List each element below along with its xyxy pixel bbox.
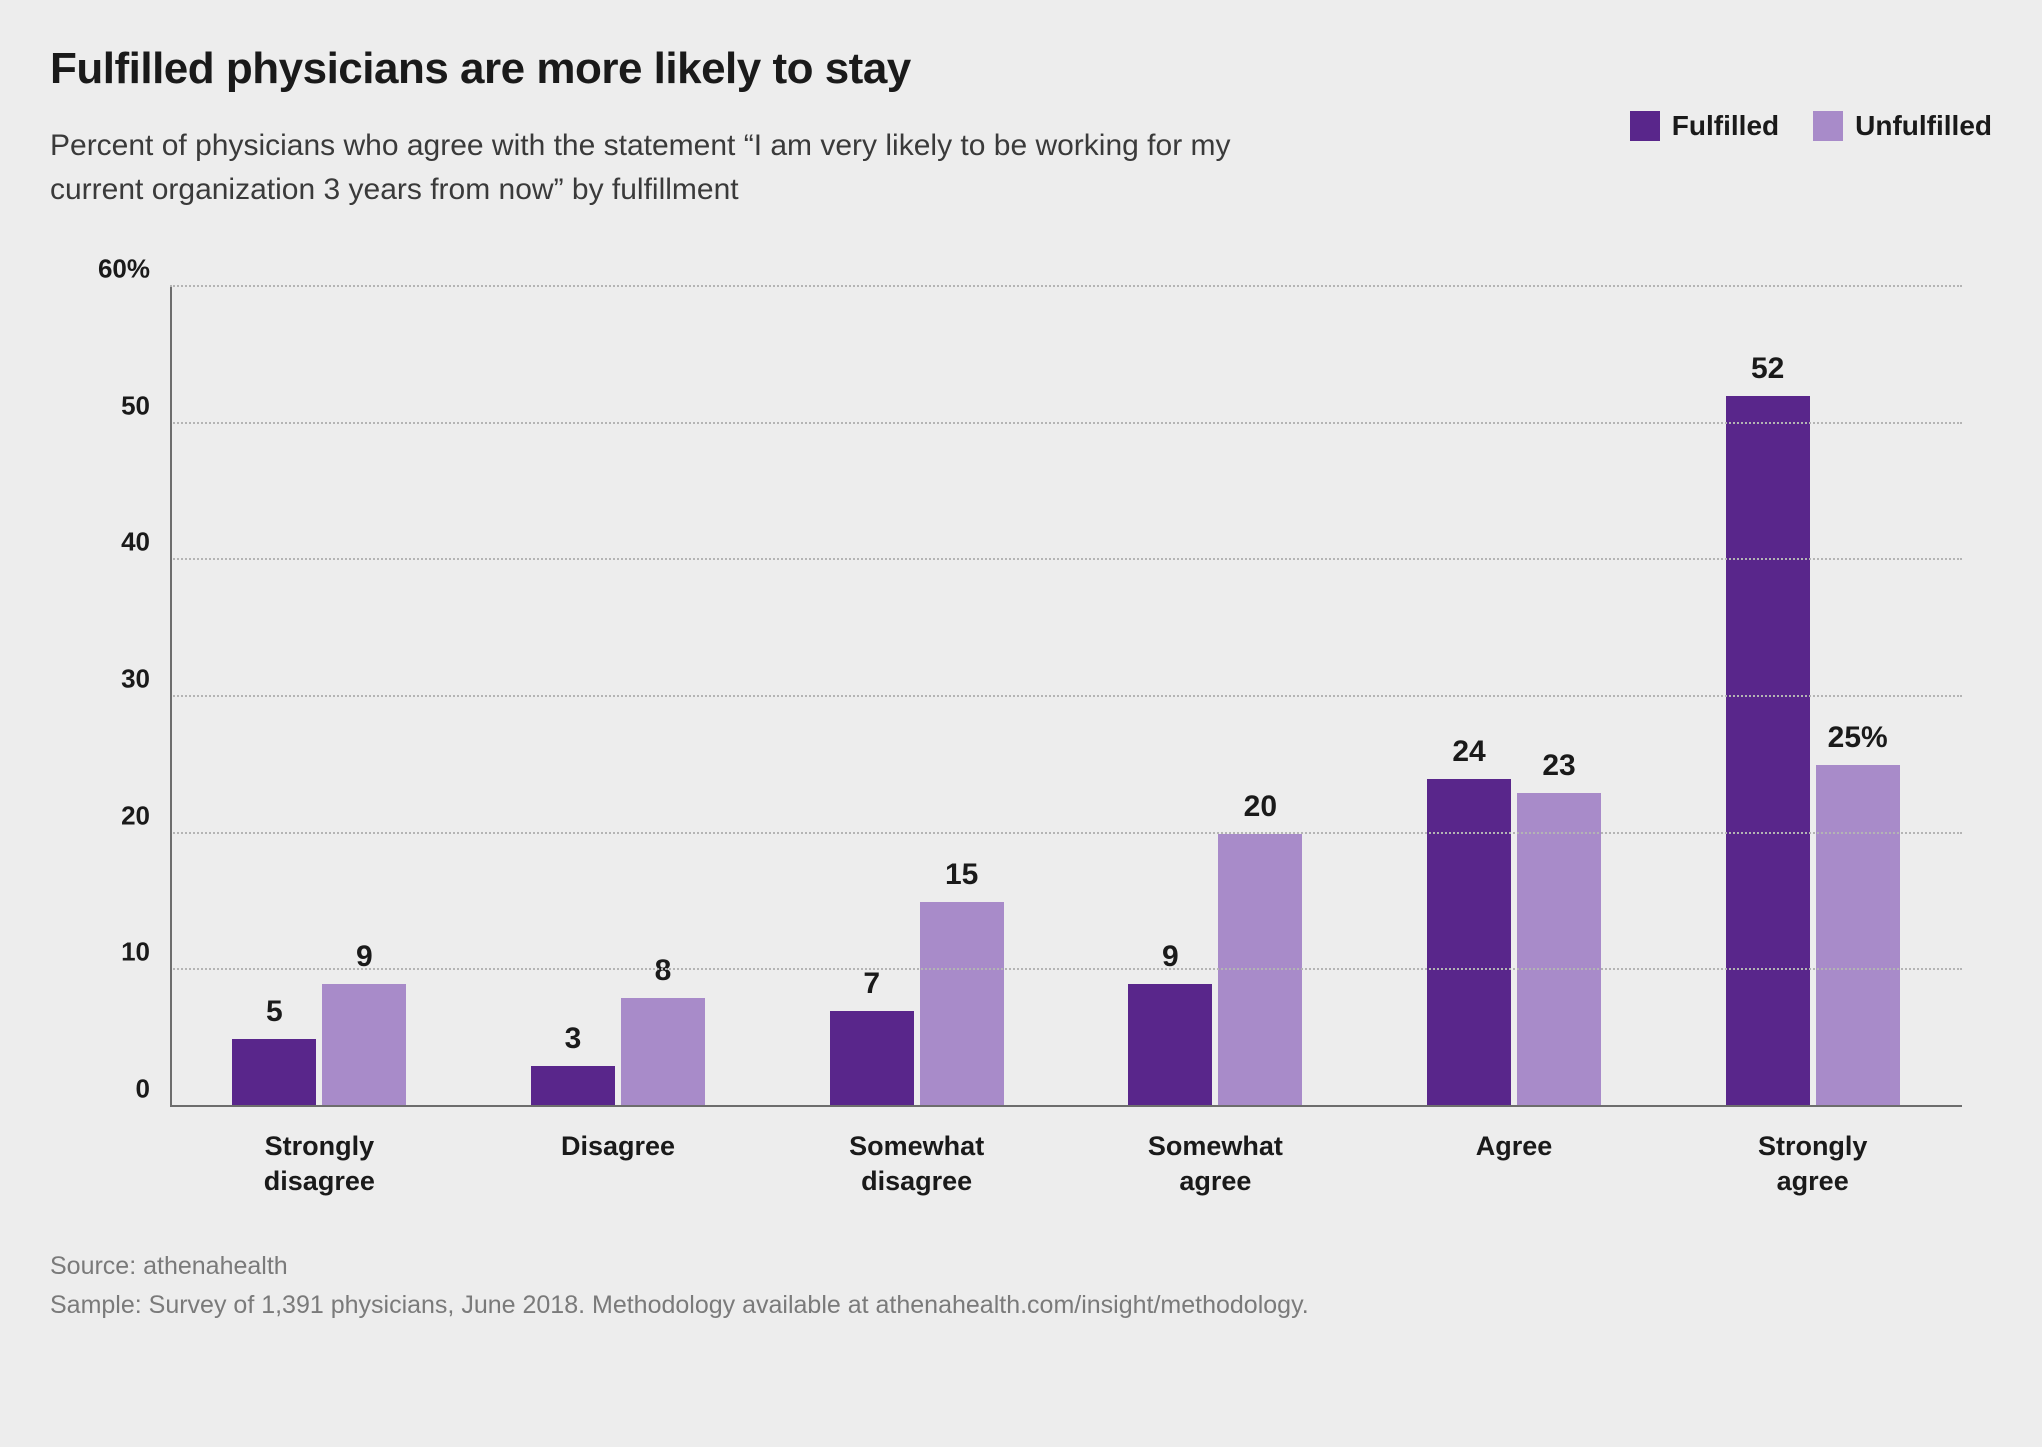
y-tick-label: 60% bbox=[98, 254, 170, 285]
x-axis-label: Somewhat agree bbox=[1066, 1129, 1365, 1199]
chart-subtitle: Percent of physicians who agree with the… bbox=[50, 124, 1270, 211]
bar-group: 5225% bbox=[1663, 287, 1962, 1107]
legend-item: Unfulfilled bbox=[1813, 110, 1992, 142]
bar-value-label: 9 bbox=[356, 940, 373, 984]
bar: 7 bbox=[830, 1011, 914, 1107]
y-tick-label: 20 bbox=[121, 800, 170, 831]
x-axis-label: Disagree bbox=[469, 1129, 768, 1199]
bar-group: 38 bbox=[469, 287, 768, 1107]
legend-swatch bbox=[1630, 111, 1660, 141]
bar: 52 bbox=[1726, 396, 1810, 1107]
x-axis-line bbox=[170, 1105, 1962, 1107]
chart-footer: Source: athenahealth Sample: Survey of 1… bbox=[50, 1247, 1992, 1325]
bar: 5 bbox=[232, 1039, 316, 1107]
bar: 25% bbox=[1816, 765, 1900, 1107]
bar-value-label: 20 bbox=[1244, 790, 1277, 834]
y-tick-label: 40 bbox=[121, 527, 170, 558]
legend-label: Fulfilled bbox=[1672, 110, 1779, 142]
gridline bbox=[170, 695, 1962, 697]
plot-area: 593871592024235225% 0102030405060% bbox=[170, 287, 1962, 1107]
gridline bbox=[170, 832, 1962, 834]
gridline bbox=[170, 968, 1962, 970]
x-axis-label: Strongly agree bbox=[1663, 1129, 1962, 1199]
bar-value-label: 25% bbox=[1828, 721, 1888, 765]
x-axis-label: Somewhat disagree bbox=[767, 1129, 1066, 1199]
x-axis-label: Agree bbox=[1365, 1129, 1664, 1199]
bar: 23 bbox=[1517, 793, 1601, 1107]
bar: 3 bbox=[531, 1066, 615, 1107]
bar: 9 bbox=[1128, 984, 1212, 1107]
x-axis-labels: Strongly disagreeDisagreeSomewhat disagr… bbox=[170, 1129, 1962, 1199]
y-tick-label: 30 bbox=[121, 664, 170, 695]
y-tick-label: 10 bbox=[121, 937, 170, 968]
y-tick-label: 0 bbox=[136, 1074, 170, 1105]
x-axis-label: Strongly disagree bbox=[170, 1129, 469, 1199]
bar-value-label: 9 bbox=[1162, 940, 1179, 984]
gridline bbox=[170, 558, 1962, 560]
bar-value-label: 7 bbox=[863, 967, 880, 1011]
bar-group: 59 bbox=[170, 287, 469, 1107]
legend-swatch bbox=[1813, 111, 1843, 141]
bar-value-label: 8 bbox=[655, 954, 672, 998]
bar-value-label: 5 bbox=[266, 995, 283, 1039]
y-tick-label: 50 bbox=[121, 390, 170, 421]
bar-group: 2423 bbox=[1365, 287, 1664, 1107]
chart-header: Fulfilled physicians are more likely to … bbox=[50, 44, 1992, 211]
legend: Fulfilled Unfulfilled bbox=[1630, 110, 1992, 142]
gridline bbox=[170, 422, 1962, 424]
bar-group: 715 bbox=[767, 287, 1066, 1107]
title-block: Fulfilled physicians are more likely to … bbox=[50, 44, 1270, 211]
chart-container: Fulfilled physicians are more likely to … bbox=[0, 0, 2042, 1447]
gridline bbox=[170, 285, 1962, 287]
bar: 8 bbox=[621, 998, 705, 1107]
bar: 24 bbox=[1427, 779, 1511, 1107]
footer-sample: Sample: Survey of 1,391 physicians, June… bbox=[50, 1286, 1992, 1325]
bar: 15 bbox=[920, 902, 1004, 1107]
footer-source: Source: athenahealth bbox=[50, 1247, 1992, 1286]
chart-title: Fulfilled physicians are more likely to … bbox=[50, 44, 1270, 94]
bar-value-label: 23 bbox=[1542, 749, 1575, 793]
bars-row: 593871592024235225% bbox=[170, 287, 1962, 1107]
bar-value-label: 3 bbox=[565, 1022, 582, 1066]
bar-value-label: 24 bbox=[1452, 735, 1485, 779]
bar-group: 9 20 bbox=[1066, 287, 1365, 1107]
legend-item: Fulfilled bbox=[1630, 110, 1779, 142]
y-axis-line bbox=[170, 287, 172, 1107]
legend-label: Unfulfilled bbox=[1855, 110, 1992, 142]
bar: 9 bbox=[322, 984, 406, 1107]
bar-value-label: 15 bbox=[945, 858, 978, 902]
bar-value-label: 52 bbox=[1751, 352, 1784, 396]
